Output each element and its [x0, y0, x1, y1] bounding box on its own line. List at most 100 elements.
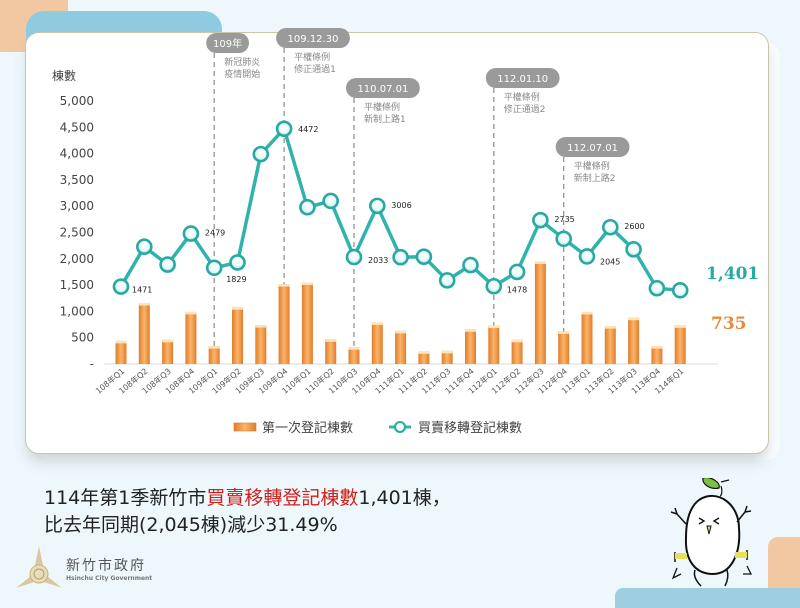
annotation-text: 新制上路2 — [574, 172, 616, 184]
y-tick-label: 4,000 — [60, 147, 94, 161]
bar-first-registration — [628, 317, 640, 364]
annotation-tag-text: 110.07.01 — [357, 84, 408, 95]
y-axis-label: 棟數 — [52, 68, 76, 83]
bar-first-registration — [418, 351, 430, 364]
annotation-text: 平權條例 — [574, 160, 610, 172]
line-marker — [159, 256, 176, 273]
bar-cap — [185, 311, 197, 315]
bar-first-registration — [232, 307, 243, 364]
bar-cap — [255, 325, 267, 328]
y-tick-label: - — [90, 357, 94, 371]
bar-cap — [371, 322, 383, 325]
line-marker — [229, 254, 246, 271]
city-emblem-icon — [16, 546, 62, 588]
y-tick-label: 2,500 — [60, 226, 94, 240]
headline-prefix: 114年第1季新竹市 — [44, 487, 207, 509]
data-label: 2033 — [368, 256, 388, 265]
bar-cap — [488, 325, 500, 329]
headline: 114年第1季新竹市買賣移轉登記棟數1,401棟， 比去年同期(2,045棟)減… — [44, 485, 451, 539]
bar-first-registration — [162, 339, 174, 364]
legend-bar-swatch — [233, 422, 257, 432]
combo-chart: 棟數 - 500 1,000 1,500 2,000 2,500 3,000 3,500 4,00… — [52, 28, 759, 436]
bar-cap — [558, 331, 570, 334]
bar-cap — [511, 339, 523, 343]
bar-first-registration — [558, 331, 570, 364]
annotation-text: 平權條例 — [364, 101, 400, 113]
line-marker — [625, 241, 642, 258]
callout-line-last: 1,401 — [706, 264, 759, 284]
bar-first-registration — [185, 311, 197, 364]
bar-first-registration — [674, 325, 686, 364]
annotation-tag-text: 112.01.10 — [497, 74, 548, 85]
legend-line-label: 買賣移轉登記棟數 — [418, 420, 522, 436]
annotation-text: 新制上路1 — [364, 113, 406, 125]
data-label: 2479 — [205, 229, 225, 238]
y-tick-label: 3,000 — [60, 199, 94, 213]
bar-first-registration — [301, 282, 313, 364]
bar-first-registration — [371, 322, 383, 364]
data-label: 4472 — [298, 125, 318, 134]
bar-cap — [581, 311, 593, 315]
bar-first-registration — [278, 284, 290, 364]
annotation-text: 新冠肺炎 — [224, 56, 260, 68]
line-marker — [438, 272, 456, 289]
bar-cap — [138, 302, 150, 306]
annotation-tag — [276, 28, 350, 48]
line-marker — [205, 259, 223, 277]
annotation-tag — [555, 137, 630, 157]
bar-cap — [325, 339, 337, 342]
bar-cap — [628, 317, 640, 321]
bar-first-registration — [534, 261, 546, 364]
line-marker — [601, 218, 619, 236]
line-marker — [299, 198, 316, 216]
data-label: 2045 — [600, 257, 620, 266]
bar-cap — [465, 329, 476, 332]
mascot-sprout-character-icon — [670, 478, 753, 587]
annotation-tag — [346, 78, 420, 98]
bar-cap — [534, 261, 546, 264]
legend-line-marker — [394, 421, 406, 433]
line-marker — [671, 282, 689, 299]
line-marker — [275, 120, 293, 138]
line-marker — [112, 278, 130, 295]
line-marker — [578, 248, 596, 265]
headline-line2: 比去年同期(2,045棟)減少31.49% — [44, 514, 338, 536]
annotation-tag — [485, 68, 560, 88]
bar-cap — [115, 340, 127, 344]
bar-cap — [208, 346, 220, 349]
callout-bar-last: 735 — [711, 314, 747, 334]
annotation-tag-text: 109年 — [213, 37, 242, 50]
y-tick-label: 1,500 — [60, 278, 94, 292]
y-tick-label: 1,000 — [60, 304, 94, 318]
y-tick-label: 500 — [71, 331, 94, 345]
annotation-text: 平權條例 — [504, 91, 540, 103]
bar-cap — [674, 325, 686, 328]
bar-cap — [278, 284, 290, 287]
bar-cap — [232, 307, 243, 310]
annotation-text: 平權條例 — [294, 51, 330, 63]
y-tick-label: 3,500 — [60, 173, 94, 187]
bar-cap — [441, 350, 453, 354]
annotation-tag — [206, 33, 249, 53]
bar-cap — [301, 282, 313, 285]
line-marker — [648, 279, 666, 297]
annotation-text: 疫情開始 — [224, 68, 260, 80]
line-marker — [462, 256, 479, 274]
annotation-text: 修正通過1 — [294, 63, 336, 75]
bar-first-registration — [488, 325, 500, 364]
y-tick-label: 2,000 — [60, 252, 94, 266]
bar-first-registration — [651, 346, 663, 364]
line-marker — [252, 145, 270, 163]
bar-first-registration — [581, 311, 593, 364]
line-marker — [392, 248, 409, 266]
logo-text: 新竹市政府 Hsinchu City Government — [66, 555, 152, 582]
line-marker — [136, 238, 153, 256]
bar-first-registration — [511, 339, 523, 364]
bar-cap — [651, 346, 663, 349]
data-label: 3006 — [391, 201, 411, 210]
headline-line1: 114年第1季新竹市買賣移轉登記棟數1,401棟， — [44, 485, 451, 512]
y-tick-label: 5,000 — [60, 94, 94, 108]
line-marker — [368, 197, 386, 215]
bar-cap — [162, 339, 174, 343]
bar-first-registration — [465, 329, 476, 364]
